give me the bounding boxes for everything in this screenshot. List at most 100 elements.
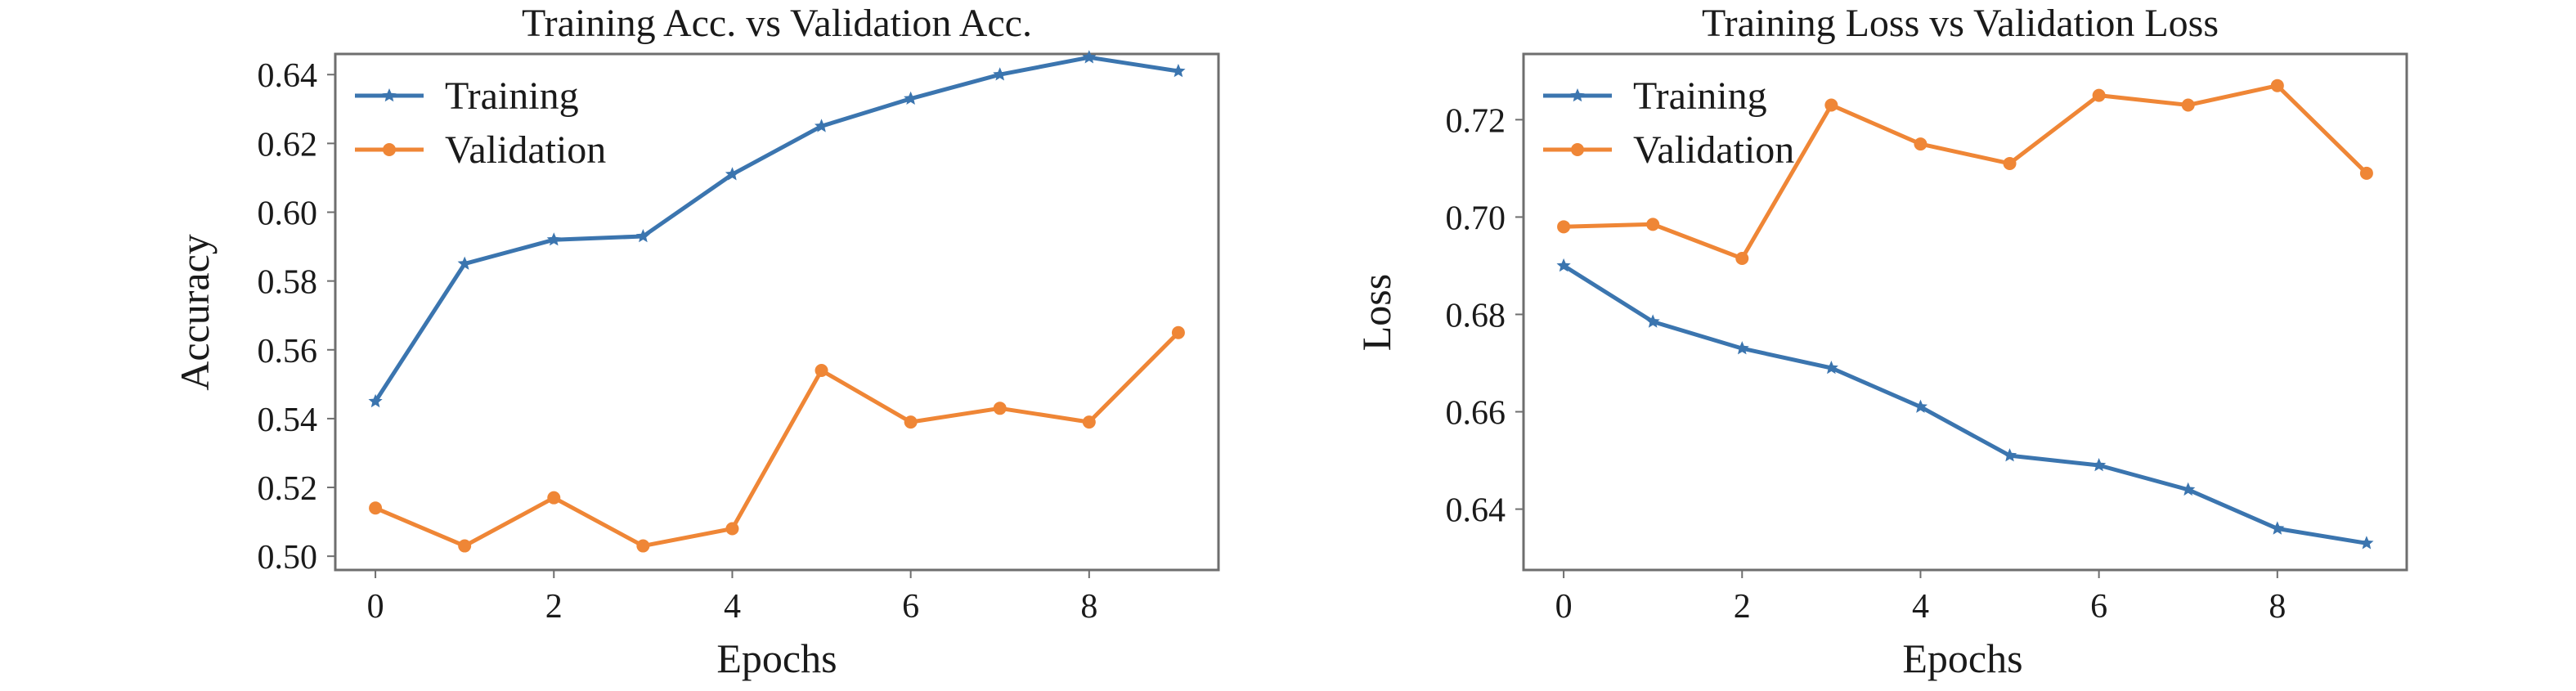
data-point-7 (2181, 98, 2195, 112)
data-point-4 (1913, 399, 1928, 413)
data-point-4 (1914, 137, 1928, 151)
series-validation (369, 325, 1185, 553)
data-point-0 (369, 501, 383, 515)
data-point-6 (2092, 458, 2107, 472)
x-axis-label: Epochs (716, 635, 837, 681)
x-tick-label: 4 (724, 588, 741, 626)
data-point-legend (1570, 88, 1585, 102)
x-tick-label: 4 (1912, 588, 1929, 626)
legend: Training Validation (1543, 74, 1794, 172)
data-point-5 (815, 119, 829, 132)
x-tick-label: 8 (2269, 588, 2286, 626)
data-point-0 (1557, 220, 1571, 234)
data-point-9 (1171, 64, 1186, 78)
data-point-9 (2359, 536, 2374, 550)
series-layer (368, 50, 1186, 553)
loss-chart: Training Loss vs Validation Loss 0 2 4 6 8 0.… (1353, 2, 2408, 681)
data-point-9 (2359, 166, 2373, 180)
y-tick-label: 0.64 (258, 57, 318, 95)
data-point-5 (2003, 448, 2017, 462)
plot-frame (1522, 52, 2408, 572)
data-point-7 (993, 402, 1007, 415)
data-point-1 (1646, 218, 1660, 231)
y-tick-label: 0.60 (258, 195, 318, 233)
legend-label: Training (1633, 74, 1767, 118)
x-tick-label: 2 (1734, 588, 1751, 626)
legend: Training Validation (355, 74, 606, 172)
data-point-3 (1824, 98, 1838, 112)
data-point-3 (1824, 361, 1838, 375)
y-axis-label: Accuracy (172, 234, 218, 391)
data-point-2 (547, 491, 561, 505)
series-training (1556, 258, 2374, 550)
data-point-0 (368, 393, 383, 408)
legend-item-validation: Validation (1543, 128, 1794, 172)
data-point-8 (2270, 79, 2284, 92)
data-point-2 (546, 232, 561, 246)
plot-frame (334, 52, 1220, 572)
series-layer (1556, 79, 2374, 550)
y-tick-label: 0.68 (1446, 297, 1506, 334)
series-line (374, 55, 1179, 403)
legend-item-training: Training (355, 74, 579, 118)
data-point-legend (383, 143, 396, 156)
y-tick-label: 0.50 (258, 539, 318, 577)
data-point-legend (1571, 143, 1584, 156)
series-line (1564, 83, 2368, 261)
data-point-1 (1645, 314, 1660, 328)
x-tick-label: 0 (1555, 588, 1573, 626)
data-point-6 (904, 91, 918, 105)
y-axis-label: Loss (1353, 274, 1399, 351)
y-tick-label: 0.72 (1446, 102, 1506, 140)
chart-title: Training Acc. vs Validation Acc. (522, 2, 1032, 45)
data-point-2 (1735, 252, 1749, 266)
data-point-3 (635, 229, 650, 243)
data-point-1 (458, 539, 472, 553)
y-tick-label: 0.62 (258, 126, 318, 164)
data-point-4 (725, 522, 739, 536)
x-tick-label: 0 (367, 588, 384, 626)
data-point-1 (457, 256, 472, 270)
series-line (375, 330, 1180, 549)
x-tick-label: 2 (545, 588, 563, 626)
legend-item-training: Training (1543, 74, 1767, 118)
data-point-5 (815, 364, 828, 378)
legend-label: Training (445, 74, 579, 118)
y-tick-label: 0.66 (1446, 395, 1506, 433)
tick-layer: 0 2 4 6 8 0.64 0.66 0.68 0.70 0.72 (1446, 102, 2287, 626)
y-tick-label: 0.54 (258, 402, 318, 439)
y-tick-label: 0.64 (1446, 492, 1506, 530)
series-line (1562, 263, 2367, 545)
data-point-0 (1556, 258, 1571, 272)
data-point-6 (904, 415, 918, 429)
legend-item-validation: Validation (355, 128, 606, 172)
series-validation (1557, 79, 2373, 266)
data-point-6 (2092, 88, 2106, 102)
data-point-legend (382, 88, 397, 102)
data-point-3 (636, 539, 650, 553)
y-tick-label: 0.52 (258, 470, 318, 508)
data-point-8 (2270, 521, 2285, 535)
y-tick-label: 0.56 (258, 333, 318, 370)
data-point-5 (2003, 156, 2017, 170)
x-tick-label: 8 (1080, 588, 1097, 626)
x-tick-label: 6 (902, 588, 919, 626)
data-point-2 (1735, 341, 1749, 355)
x-tick-label: 6 (2090, 588, 2107, 626)
data-point-9 (1171, 325, 1185, 339)
legend-label: Validation (1633, 128, 1794, 172)
legend-label: Validation (445, 128, 606, 172)
accuracy-chart: Training Acc. vs Validation Acc. 0 2 4 6 8 0.… (172, 2, 1220, 681)
tick-layer: 0 2 4 6 8 0.50 0.52 0.54 0.56 0.58 0.60 0.62 0.64 (258, 57, 1098, 626)
data-point-7 (2181, 482, 2196, 496)
data-point-8 (1082, 415, 1096, 429)
x-axis-label: Epochs (1902, 635, 2022, 681)
series-training (368, 50, 1186, 408)
y-tick-label: 0.70 (1446, 200, 1506, 237)
y-tick-label: 0.58 (258, 264, 318, 302)
data-point-7 (993, 67, 1008, 81)
data-point-4 (725, 167, 739, 181)
data-point-8 (1082, 50, 1097, 64)
